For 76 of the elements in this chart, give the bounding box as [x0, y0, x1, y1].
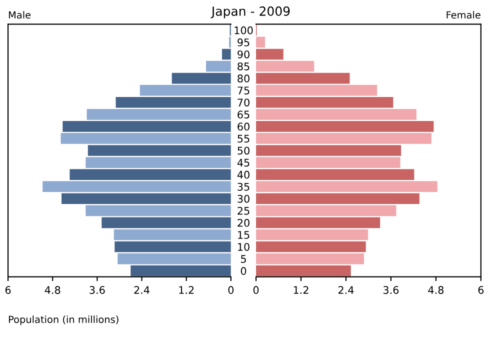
- bar: [256, 181, 438, 192]
- bar: [60, 133, 231, 144]
- bar: [256, 108, 416, 120]
- chart-subtitle: Male: [8, 11, 31, 19]
- x-tick-label: 1.2: [179, 286, 194, 294]
- y-tick-label: 50: [238, 146, 250, 155]
- x-axis-title: Population (in millions): [8, 316, 118, 325]
- bar: [256, 84, 378, 96]
- bar: [256, 96, 394, 108]
- y-tick-label: 10: [238, 242, 250, 251]
- bar: [256, 36, 266, 48]
- bar: [256, 72, 350, 84]
- y-tick-label: 55: [238, 134, 250, 143]
- x-tick-label: 6: [478, 286, 484, 294]
- x-tick-label: 6: [5, 286, 11, 294]
- x-tick-label: 1.2: [294, 286, 308, 294]
- bar: [256, 169, 414, 180]
- y-tick-label: 35: [238, 182, 250, 191]
- x-tick-label: 4.8: [44, 286, 60, 294]
- bar: [256, 217, 380, 228]
- bar: [86, 108, 231, 120]
- x-tick-label: 2.4: [134, 286, 150, 294]
- bar: [140, 84, 231, 96]
- bar: [256, 229, 368, 240]
- bar: [256, 265, 351, 276]
- bar: [62, 193, 231, 204]
- bar: [256, 48, 284, 60]
- x-tick-label: 3.6: [90, 286, 105, 294]
- y-tick-label: 60: [238, 122, 250, 131]
- bar: [256, 133, 432, 144]
- bar: [42, 181, 231, 192]
- y-tick-label: 90: [238, 50, 250, 58]
- bar: [62, 121, 231, 132]
- bar: [118, 253, 231, 264]
- bar: [114, 241, 231, 252]
- bar: [172, 72, 231, 84]
- y-tick-label: 15: [238, 231, 250, 239]
- y-tick-label: 95: [238, 38, 250, 46]
- bar: [114, 229, 231, 240]
- y-tick-label: 65: [238, 110, 250, 119]
- y-tick-label: 45: [237, 158, 250, 167]
- y-tick-label: 100: [234, 26, 253, 34]
- bar: [206, 60, 231, 72]
- y-tick-label: 85: [238, 62, 250, 70]
- x-tick-label: 0: [253, 286, 259, 294]
- x-tick-label: 2.4: [338, 286, 354, 294]
- y-tick-label: 0: [240, 267, 246, 275]
- y-tick-label: 25: [238, 206, 250, 215]
- x-tick-label: 3.6: [383, 286, 399, 294]
- bar: [86, 205, 231, 216]
- chart-subtitle: Female: [446, 11, 480, 19]
- bar: [256, 60, 314, 72]
- bar: [86, 157, 231, 168]
- bar: [256, 121, 434, 132]
- x-tick-label: 0: [228, 286, 234, 294]
- y-tick-label: 20: [238, 218, 250, 227]
- y-tick-label: 75: [238, 86, 250, 94]
- y-tick-label: 40: [237, 170, 250, 179]
- bar: [256, 145, 402, 156]
- y-tick-label: 30: [238, 194, 250, 203]
- bar: [256, 157, 400, 168]
- bar: [256, 253, 364, 264]
- x-tick-label: 4.8: [428, 286, 444, 294]
- chart-title: Japan - 2009: [210, 6, 290, 18]
- bar: [88, 145, 231, 156]
- bar: [256, 241, 366, 252]
- y-tick-label: 80: [238, 74, 250, 82]
- y-tick-label: 70: [238, 98, 250, 106]
- y-tick-label: 5: [241, 255, 246, 263]
- bar: [102, 217, 231, 228]
- bar: [256, 205, 396, 216]
- bar: [116, 96, 231, 108]
- bar: [70, 169, 231, 180]
- bar: [256, 193, 420, 204]
- bar: [222, 48, 231, 60]
- bar: [130, 265, 231, 276]
